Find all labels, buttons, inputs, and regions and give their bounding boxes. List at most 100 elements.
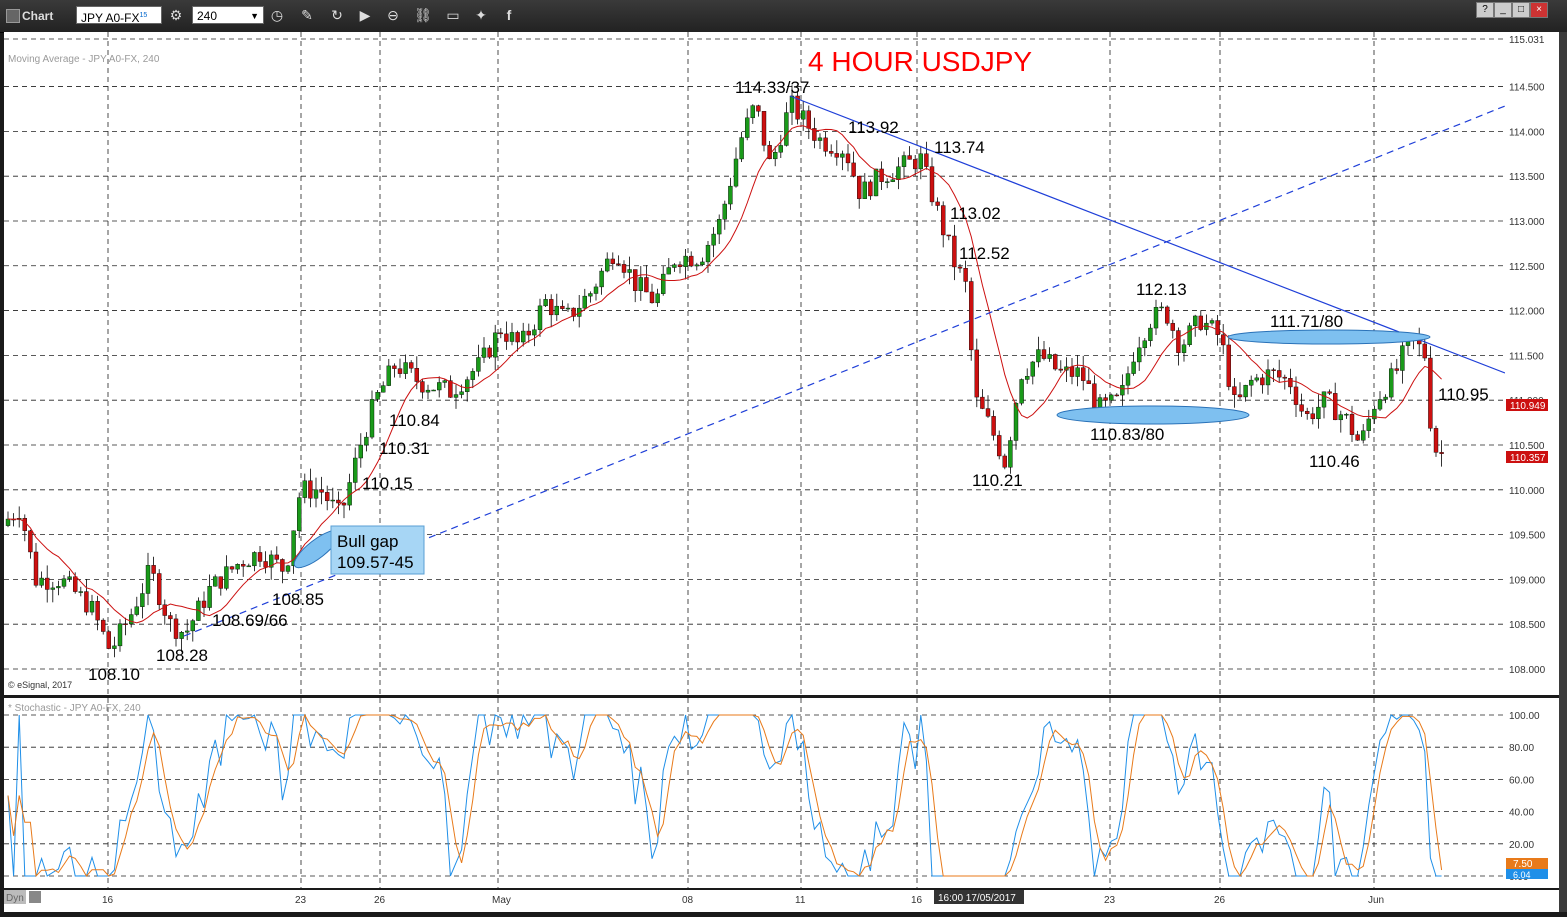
twitter-icon[interactable]: ✦ [475, 7, 487, 23]
candle-body [414, 368, 419, 382]
chart-logo-icon [6, 9, 20, 23]
candle-body [633, 269, 638, 292]
candle-body [1041, 349, 1047, 359]
candle-body [465, 379, 470, 392]
candle-body [1187, 325, 1192, 346]
price-tick-label: 115.031 [1509, 35, 1545, 46]
symbol-input[interactable]: JPY A0-FX15 [76, 6, 162, 25]
stochastic-d-line [7, 713, 1443, 878]
candle-body [1114, 394, 1120, 397]
candle-body [1332, 393, 1338, 421]
candle-body [1198, 315, 1204, 330]
candle-body [291, 530, 296, 567]
candle-body [812, 128, 817, 141]
draw-pencil-icon[interactable]: ✎ [301, 7, 313, 23]
time-tick-label: 26 [1214, 895, 1226, 906]
candle-body [924, 153, 929, 167]
comment-icon[interactable]: ▭ [446, 7, 460, 23]
candle-body [353, 457, 358, 483]
candle-body [717, 219, 722, 235]
candle-body [341, 502, 347, 506]
candle-body [1243, 384, 1248, 398]
candle-body [733, 158, 739, 187]
facebook-icon[interactable]: f [506, 7, 512, 23]
time-tick-label: 26 [374, 895, 386, 906]
help-button[interactable]: ? [1476, 2, 1494, 18]
candle-body [1422, 343, 1428, 359]
cursor-time-tag [934, 890, 1024, 904]
candle-body [773, 152, 778, 160]
candle-body [750, 105, 755, 119]
candle-body [1153, 307, 1159, 329]
scroll-left-icon[interactable] [29, 891, 41, 903]
candle-body [901, 155, 907, 167]
annotation-label: 110.84 [389, 411, 440, 430]
candle-body [84, 591, 89, 613]
candle-body [1265, 369, 1271, 386]
candle-body [184, 630, 190, 633]
candle-body [1025, 376, 1030, 380]
time-tick-label: 08 [682, 895, 694, 906]
candle-body [941, 205, 946, 236]
chevron-down-icon: ▼ [250, 11, 259, 21]
candle-body [593, 286, 599, 294]
symbol-settings-icon[interactable]: ⚙ [169, 7, 183, 23]
candle-body [369, 399, 375, 438]
maximize-button[interactable]: □ [1512, 2, 1530, 18]
candle-body [649, 291, 655, 304]
candle-body [498, 332, 503, 335]
candle-body [313, 489, 319, 499]
candle-body [1226, 344, 1232, 387]
annotation-label: 108.28 [156, 646, 208, 665]
candle-body [1002, 455, 1007, 468]
candle-body [1052, 354, 1058, 370]
candle-body [655, 293, 660, 304]
link-icon[interactable]: ⛓ [414, 7, 432, 23]
play-icon[interactable]: ▶ [359, 7, 371, 23]
minimize-button[interactable]: _ [1494, 2, 1512, 18]
annotation-label: 108.85 [272, 590, 324, 609]
annotation-label: 113.74 [934, 138, 985, 157]
candle-body [913, 159, 918, 170]
candle-body [549, 299, 554, 316]
clock-icon[interactable]: ◷ [270, 7, 284, 23]
candle-body [532, 329, 537, 336]
candle-body [823, 137, 828, 152]
close-button[interactable]: × [1530, 2, 1548, 18]
interval-select[interactable]: 240 ▼ [192, 6, 264, 24]
candle-body [661, 273, 666, 294]
time-tick-label: 11 [795, 895, 806, 906]
candle-body [1209, 320, 1215, 324]
candle-body [504, 333, 509, 342]
candle-body [78, 591, 84, 593]
candle-body [397, 368, 403, 374]
annotation-label: 110.83/80 [1090, 425, 1164, 444]
price-axis[interactable]: 115.031 114.500 114.000 113.500 113.000 112.5… [1505, 32, 1559, 695]
zoom-icon[interactable]: ⊖ [387, 7, 399, 23]
candle-body [274, 554, 279, 560]
bull-gap-box [330, 525, 425, 575]
candle-body [1058, 368, 1064, 371]
candle-body [1170, 323, 1176, 331]
candle-body [1120, 385, 1125, 396]
candle-body [487, 347, 492, 358]
candle-body [851, 162, 856, 177]
candle-body [1030, 361, 1036, 377]
candle-body [935, 201, 940, 206]
candle-body [218, 576, 224, 589]
candle-body [845, 153, 851, 164]
ma-value-label: 110.949 [1510, 401, 1546, 412]
candle-body [56, 586, 61, 589]
candle-body [156, 573, 162, 605]
refresh-icon[interactable]: ↻ [331, 7, 343, 23]
price-chart-panel[interactable]: Bull gap 109.57-45 Moving Average - JPY … [4, 32, 1506, 695]
candle-body [308, 480, 313, 499]
window-title: Chart [22, 9, 54, 23]
candle-body [745, 117, 750, 138]
price-tick-label: 112.000 [1509, 307, 1545, 318]
vertical-scrollbar[interactable] [1559, 32, 1567, 912]
candle-body [179, 632, 184, 639]
time-axis[interactable]: Dyn 16 23 26 May 08 11 16 23 26 Jun 16:00 17/05/2… [4, 890, 1559, 912]
stoch-tick-label: 60.00 [1509, 775, 1534, 786]
stochastic-panel[interactable]: * Stochastic - JPY A0-FX, 240 [4, 698, 1505, 888]
